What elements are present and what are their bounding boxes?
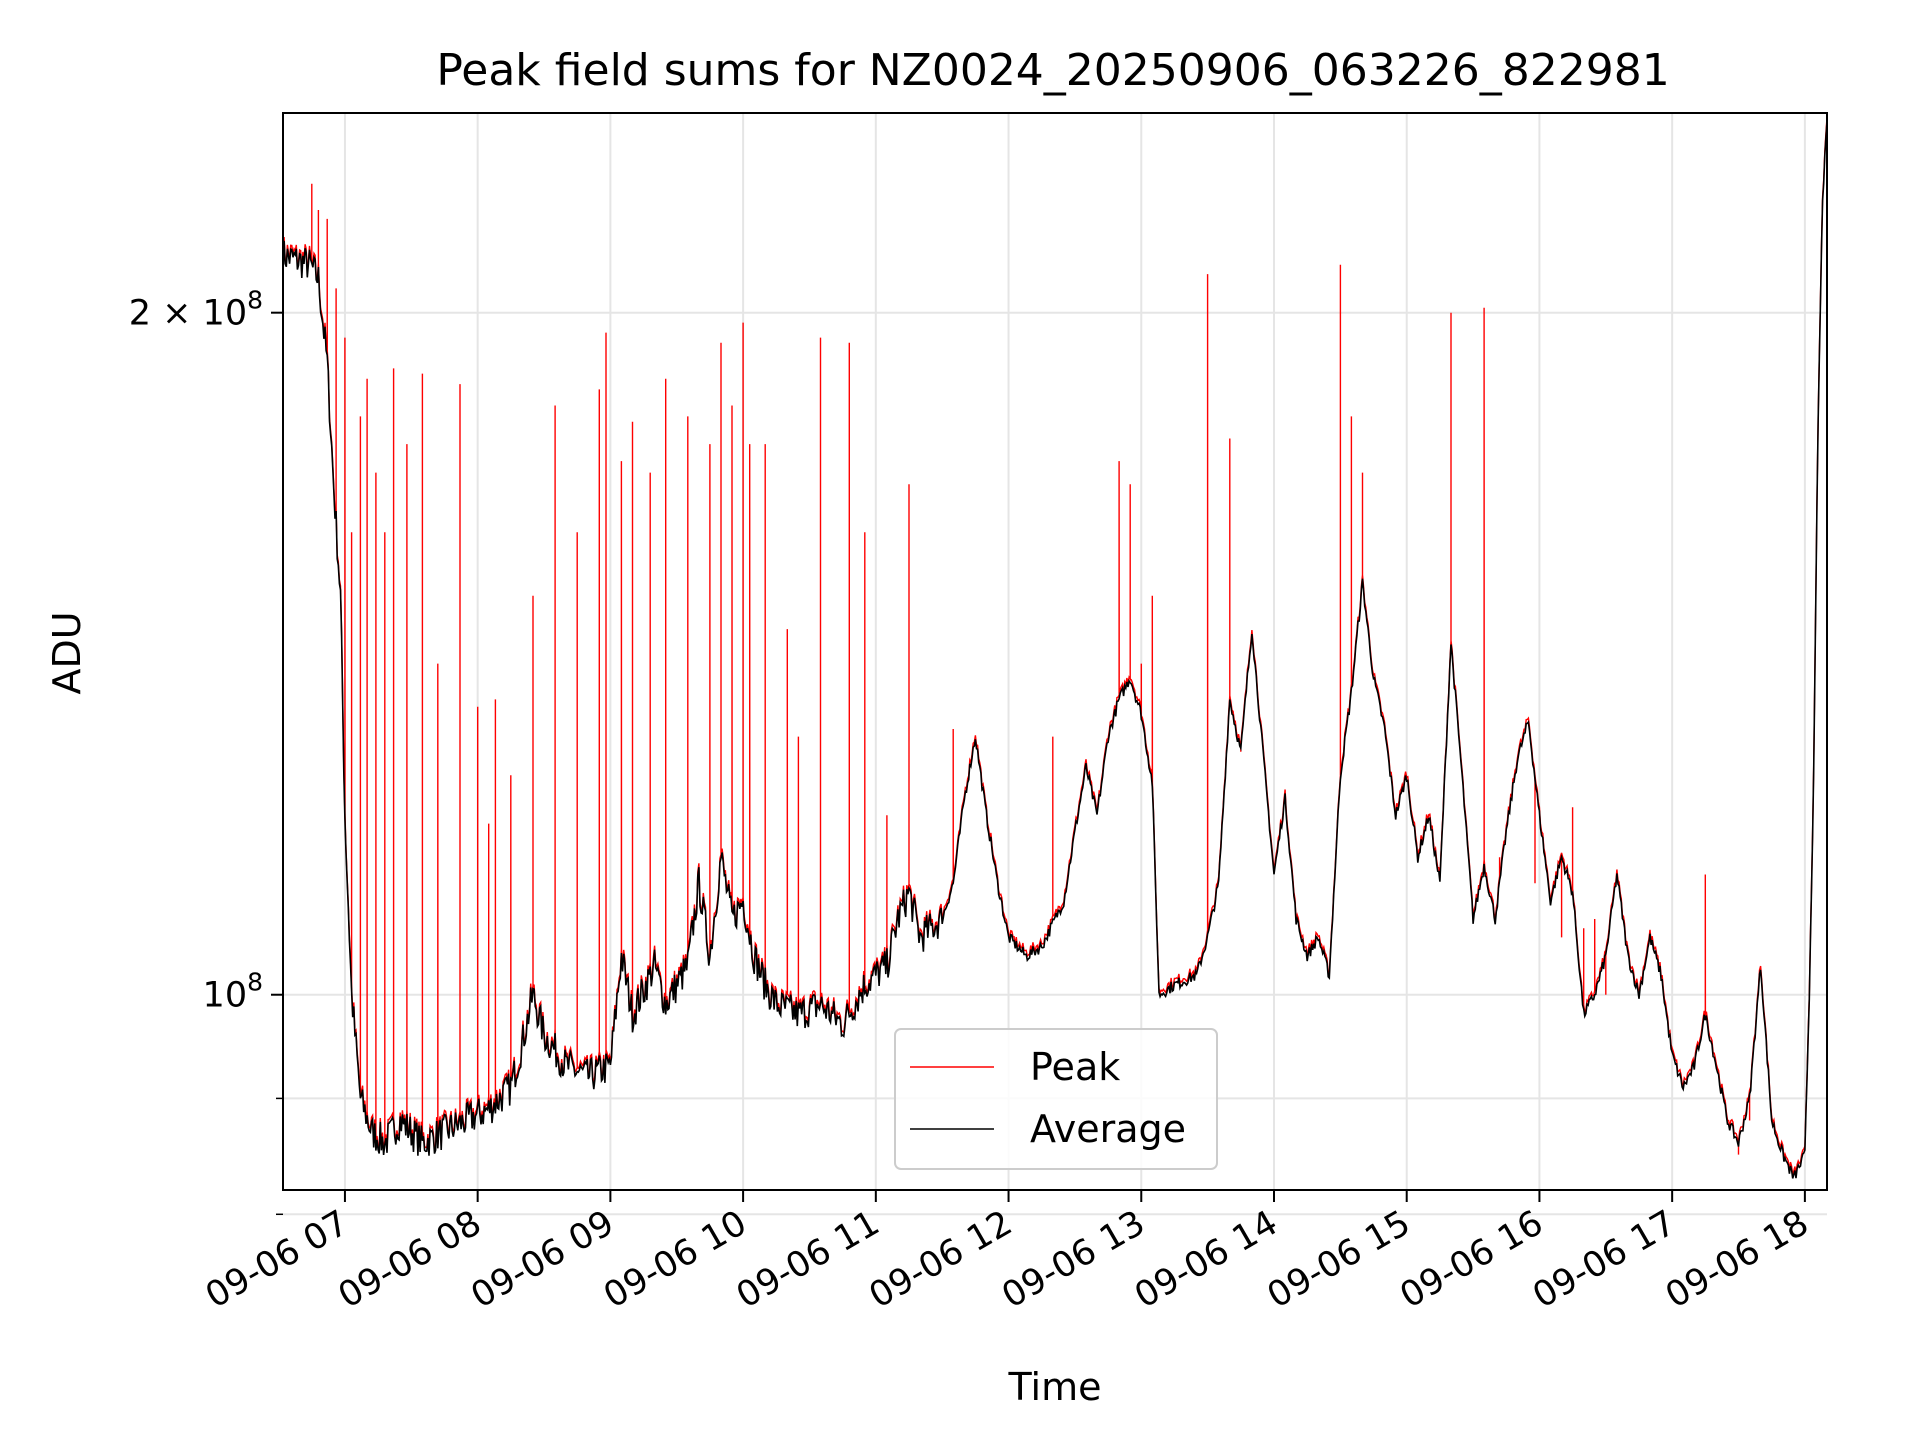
y-axis-label: ADU bbox=[45, 611, 89, 694]
x-axis-label: Time bbox=[1008, 1365, 1102, 1409]
legend: Peak Average bbox=[894, 1028, 1218, 1170]
legend-label-average: Average bbox=[1030, 1107, 1186, 1151]
y-tick-label: 108 bbox=[203, 968, 263, 1016]
y-axis: 2 × 108 108 bbox=[129, 286, 283, 1216]
plot-frame bbox=[282, 112, 1828, 1191]
series-line-average bbox=[282, 121, 1828, 1179]
y-tick-label: 2 × 108 bbox=[129, 286, 263, 334]
chart-title: Peak field sums for NZ0024_20250906_0632… bbox=[436, 45, 1669, 96]
legend-box bbox=[894, 1028, 1218, 1170]
plot-area bbox=[282, 117, 1828, 1179]
legend-label-peak: Peak bbox=[1030, 1045, 1120, 1089]
